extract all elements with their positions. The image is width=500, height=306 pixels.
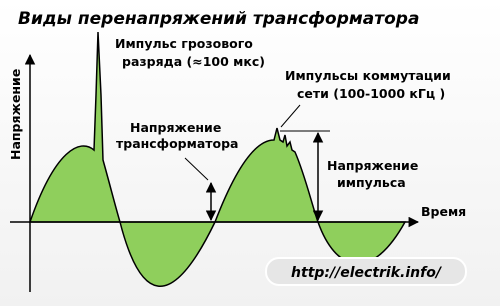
url: http://electrik.info/ — [291, 265, 443, 281]
title: Виды перенапряжений трансформатора — [18, 9, 419, 29]
switching-label: сети (100-1000 кГц ) — [297, 86, 445, 101]
switching-label: Импульсы коммутации — [285, 68, 451, 83]
lightning-label: разряда (≈100 мкс) — [122, 54, 265, 69]
y-axis-label: Напряжение — [8, 69, 23, 160]
lightning-label: Импульс грозового — [115, 36, 253, 51]
transformer-label: Напряжение — [130, 120, 221, 135]
impulse-label: Напряжение — [327, 158, 418, 173]
transformer-label: трансформатора — [116, 136, 238, 151]
leader-line — [184, 157, 209, 181]
x-axis-label: Время — [421, 204, 466, 219]
impulse-label: импульса — [337, 175, 406, 190]
leader-line — [280, 104, 301, 128]
url-badge — [265, 257, 467, 286]
